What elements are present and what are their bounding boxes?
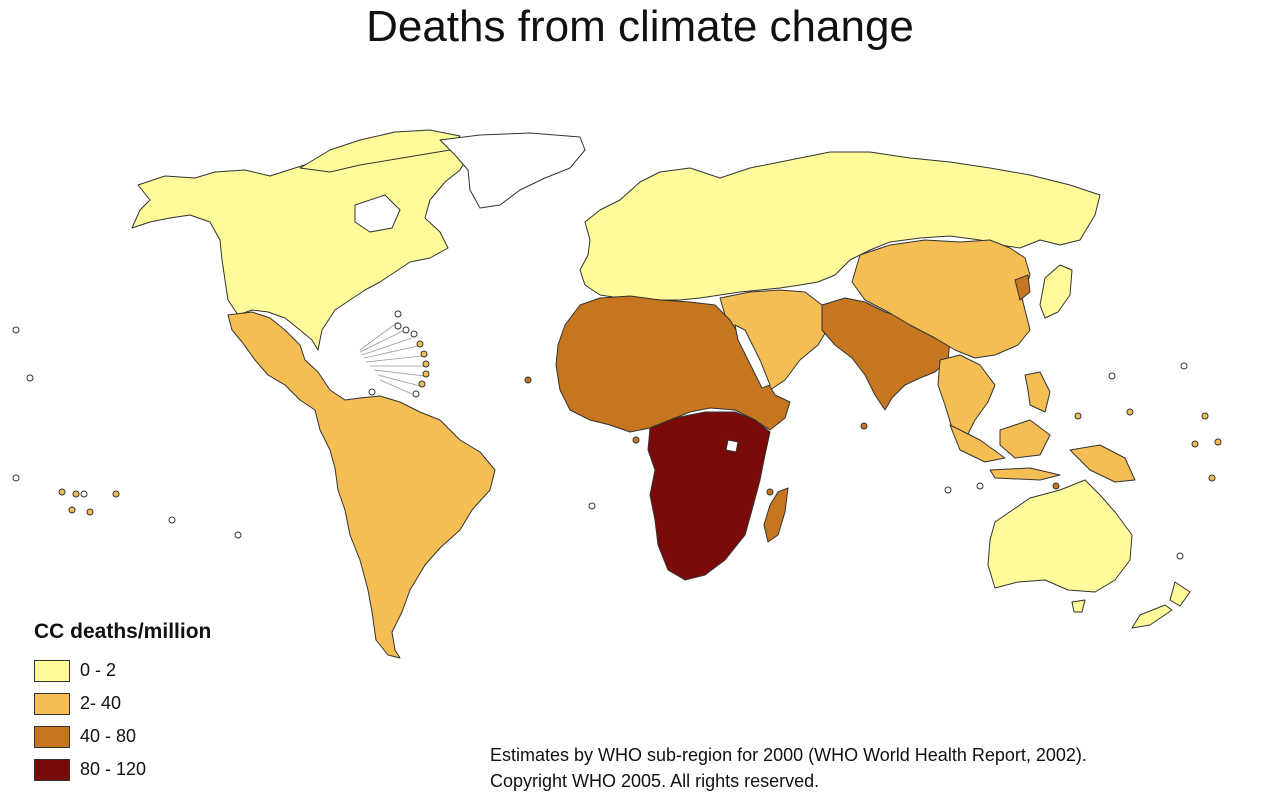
island-marker [394, 310, 402, 318]
island-marker [1201, 412, 1209, 420]
hudson-bay [354, 194, 401, 233]
island-marker [1214, 438, 1222, 446]
island-marker [944, 486, 952, 494]
red-sea [734, 324, 771, 389]
island-marker [368, 388, 376, 396]
legend-item: 2- 40 [34, 687, 211, 720]
region-philippines [1024, 371, 1051, 413]
island-marker [168, 516, 176, 524]
region-southeast-asia [937, 354, 996, 441]
source-note: Estimates by WHO sub-region for 2000 (WH… [490, 742, 1087, 794]
map-title: Deaths from climate change [366, 2, 914, 51]
island-marker [80, 490, 88, 498]
island-marker [422, 360, 430, 368]
island-marker [58, 488, 66, 496]
legend: CC deaths/million 0 - 2 2- 40 40 - 80 80… [34, 620, 211, 786]
source-line-2: Copyright WHO 2005. All rights reserved. [490, 771, 820, 791]
caribbean-callout-lines [359, 321, 425, 395]
region-tasmania [1071, 599, 1086, 613]
island-marker [976, 482, 984, 490]
region-north-korea [1014, 274, 1031, 301]
island-marker [410, 330, 418, 338]
island-marker [1208, 474, 1216, 482]
legend-item: 80 - 120 [34, 753, 211, 786]
island-marker [26, 374, 34, 382]
region-greenland [439, 132, 586, 209]
island-marker [1126, 408, 1134, 416]
legend-title: CC deaths/million [34, 620, 212, 643]
source-line-1: Estimates by WHO sub-region for 2000 (WH… [490, 745, 1087, 765]
region-japan [1039, 264, 1073, 319]
island-marker [524, 376, 532, 384]
island-marker [1180, 362, 1188, 370]
island-marker [860, 422, 868, 430]
island-marker [86, 508, 94, 516]
legend-item: 40 - 80 [34, 720, 211, 753]
island-marker [420, 350, 428, 358]
island-marker [418, 380, 426, 388]
island-marker [12, 326, 20, 334]
legend-swatch [34, 659, 70, 682]
island-marker [1108, 372, 1116, 380]
legend-swatch [34, 758, 70, 781]
region-north-west-africa [555, 295, 791, 433]
island-marker [112, 490, 120, 498]
legend-label: 40 - 80 [80, 726, 137, 746]
island-marker [632, 436, 640, 444]
legend-label: 0 - 2 [80, 660, 117, 680]
region-north-america [131, 137, 471, 351]
region-madagascar [763, 487, 789, 543]
region-china-east-asia [851, 239, 1031, 359]
island-marker [1052, 482, 1060, 490]
island-marker [422, 370, 430, 378]
region-latin-america [227, 311, 496, 659]
region-central-east-south-africa [647, 411, 771, 581]
island-marker [766, 488, 774, 496]
island-marker [588, 502, 596, 510]
legend-item: 0 - 2 [34, 654, 211, 687]
island-marker [12, 474, 20, 482]
island-marker [1191, 440, 1199, 448]
island-marker [402, 326, 410, 334]
lake-victoria [725, 439, 739, 453]
island-marker [416, 340, 424, 348]
legend-label: 2- 40 [80, 693, 122, 713]
island-marker [394, 322, 402, 330]
island-marker [72, 490, 80, 498]
legend-swatch [34, 692, 70, 715]
island-marker [234, 531, 242, 539]
island-marker [1074, 412, 1082, 420]
island-marker [1176, 552, 1184, 560]
region-new-zealand [1131, 581, 1191, 629]
legend-label: 80 - 120 [80, 759, 147, 779]
island-marker [68, 506, 76, 514]
region-indonesia [949, 419, 1136, 483]
legend-swatch [34, 725, 70, 748]
region-australia [987, 479, 1133, 593]
island-marker [412, 390, 420, 398]
